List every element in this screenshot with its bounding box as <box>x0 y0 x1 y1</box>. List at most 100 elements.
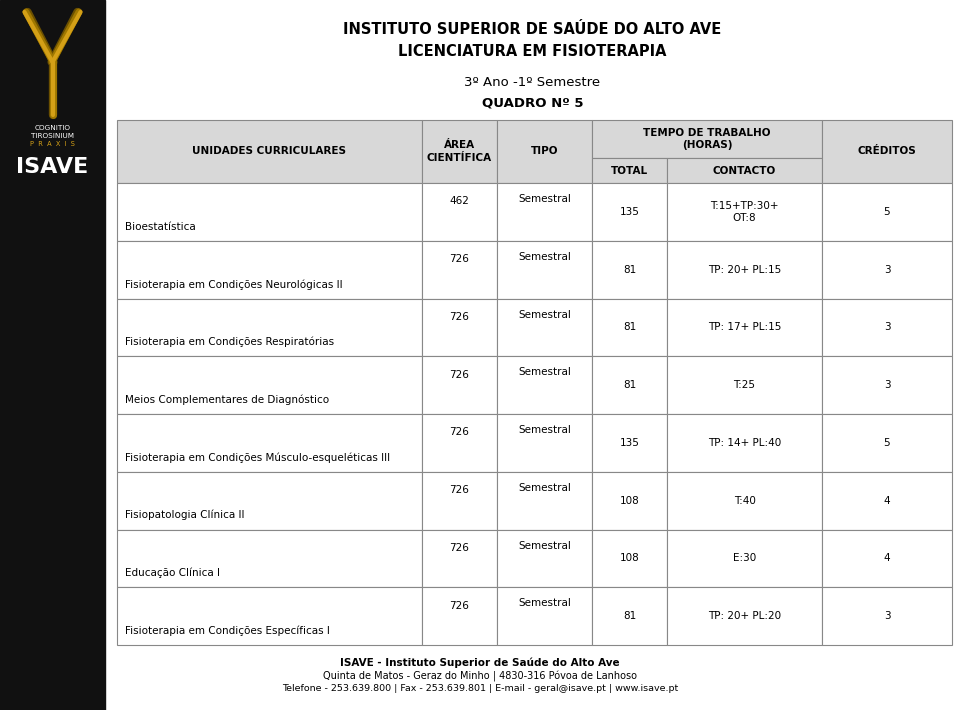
Bar <box>497 587 592 645</box>
Text: TP: 14+ PL:40: TP: 14+ PL:40 <box>708 438 781 448</box>
Text: QUADRO Nº 5: QUADRO Nº 5 <box>482 97 584 109</box>
Text: 3: 3 <box>884 380 890 390</box>
Bar <box>422 587 497 645</box>
Bar <box>822 120 952 183</box>
Bar <box>117 414 422 471</box>
Text: 4: 4 <box>884 496 890 506</box>
Text: 81: 81 <box>623 611 636 621</box>
Text: 726: 726 <box>449 601 469 611</box>
Bar <box>422 298 497 356</box>
Bar <box>592 298 667 356</box>
Bar <box>822 241 952 298</box>
Bar <box>592 356 667 414</box>
Bar <box>117 587 422 645</box>
Text: 3: 3 <box>884 322 890 332</box>
Text: TP: 20+ PL:20: TP: 20+ PL:20 <box>708 611 781 621</box>
Bar <box>497 120 592 183</box>
Bar <box>667 298 822 356</box>
Bar <box>822 587 952 645</box>
Bar <box>497 356 592 414</box>
Text: ISAVE - Instituto Superior de Saúde do Alto Ave: ISAVE - Instituto Superior de Saúde do A… <box>340 657 620 667</box>
Text: 5: 5 <box>884 438 890 448</box>
Text: Semestral: Semestral <box>518 310 571 320</box>
Text: Semestral: Semestral <box>518 367 571 378</box>
Text: 3: 3 <box>884 611 890 621</box>
Text: 462: 462 <box>449 197 469 207</box>
Bar <box>822 356 952 414</box>
Text: Fisioterapia em Condições Músculo-esqueléticas III: Fisioterapia em Condições Músculo-esquel… <box>125 452 390 463</box>
Text: TIROSINIUM: TIROSINIUM <box>31 133 74 139</box>
Text: Meios Complementares de Diagnóstico: Meios Complementares de Diagnóstico <box>125 395 329 405</box>
Bar <box>592 158 667 183</box>
Text: Semestral: Semestral <box>518 483 571 493</box>
Text: TP: 20+ PL:15: TP: 20+ PL:15 <box>708 265 781 275</box>
Text: 726: 726 <box>449 427 469 437</box>
Bar <box>422 356 497 414</box>
Text: CRÉDITOS: CRÉDITOS <box>857 146 917 156</box>
Bar <box>117 241 422 298</box>
Text: 81: 81 <box>623 380 636 390</box>
Bar <box>497 183 592 241</box>
Text: 135: 135 <box>619 438 639 448</box>
Text: Semestral: Semestral <box>518 194 571 204</box>
Bar <box>0 0 105 710</box>
Text: T:15+TP:30+
OT:8: T:15+TP:30+ OT:8 <box>710 201 779 223</box>
Text: Semestral: Semestral <box>518 599 571 608</box>
Bar <box>117 120 422 183</box>
Bar <box>592 414 667 471</box>
Text: 5: 5 <box>884 207 890 217</box>
Text: 3º Ano -1º Semestre: 3º Ano -1º Semestre <box>465 75 601 89</box>
Text: 3: 3 <box>884 265 890 275</box>
Bar <box>422 120 497 183</box>
Bar <box>497 298 592 356</box>
Text: 81: 81 <box>623 322 636 332</box>
Text: 108: 108 <box>619 553 639 563</box>
Bar <box>822 414 952 471</box>
Bar <box>667 414 822 471</box>
Text: Fisioterapia em Condições Específicas I: Fisioterapia em Condições Específicas I <box>125 626 330 636</box>
Bar <box>422 471 497 530</box>
Text: COGNITIO: COGNITIO <box>35 125 70 131</box>
Bar <box>667 530 822 587</box>
Bar <box>422 183 497 241</box>
Bar <box>667 158 822 183</box>
Bar <box>592 530 667 587</box>
Bar <box>117 356 422 414</box>
Bar <box>667 356 822 414</box>
Bar <box>822 471 952 530</box>
Text: Fisiopatologia Clínica II: Fisiopatologia Clínica II <box>125 510 245 520</box>
Text: P  R  A  X  I  S: P R A X I S <box>30 141 75 147</box>
Text: TIPO: TIPO <box>531 146 559 156</box>
Text: Educação Clínica I: Educação Clínica I <box>125 568 220 578</box>
Bar <box>117 530 422 587</box>
Text: 726: 726 <box>449 312 469 322</box>
Text: 726: 726 <box>449 254 469 264</box>
Text: ISAVE: ISAVE <box>16 157 88 177</box>
Bar <box>117 471 422 530</box>
Text: Telefone - 253.639.800 | Fax - 253.639.801 | E-mail - geral@isave.pt | www.isave: Telefone - 253.639.800 | Fax - 253.639.8… <box>282 684 678 693</box>
Bar <box>667 587 822 645</box>
Text: 135: 135 <box>619 207 639 217</box>
Bar <box>667 241 822 298</box>
Bar <box>667 471 822 530</box>
Text: TEMPO DE TRABALHO
(HORAS): TEMPO DE TRABALHO (HORAS) <box>643 128 771 151</box>
Text: LICENCIATURA EM FISIOTERAPIA: LICENCIATURA EM FISIOTERAPIA <box>398 45 667 60</box>
Bar <box>592 471 667 530</box>
Text: Semestral: Semestral <box>518 425 571 435</box>
Bar <box>422 530 497 587</box>
Bar <box>497 241 592 298</box>
Bar <box>422 241 497 298</box>
Bar <box>592 120 822 158</box>
Bar <box>592 587 667 645</box>
Text: ÁREA
CIENTÍFICA: ÁREA CIENTÍFICA <box>427 141 492 163</box>
Text: INSTITUTO SUPERIOR DE SAÚDE DO ALTO AVE: INSTITUTO SUPERIOR DE SAÚDE DO ALTO AVE <box>344 23 722 38</box>
Text: Quinta de Matos - Geraz do Minho | 4830-316 Póvoa de Lanhoso: Quinta de Matos - Geraz do Minho | 4830-… <box>323 671 637 682</box>
Text: CONTACTO: CONTACTO <box>713 165 776 175</box>
Text: Bioestatística: Bioestatística <box>125 222 196 231</box>
Bar <box>497 530 592 587</box>
Bar <box>117 298 422 356</box>
Bar <box>822 530 952 587</box>
Text: 81: 81 <box>623 265 636 275</box>
Text: Fisioterapia em Condições Neurológicas II: Fisioterapia em Condições Neurológicas I… <box>125 279 343 290</box>
Text: T:25: T:25 <box>733 380 756 390</box>
